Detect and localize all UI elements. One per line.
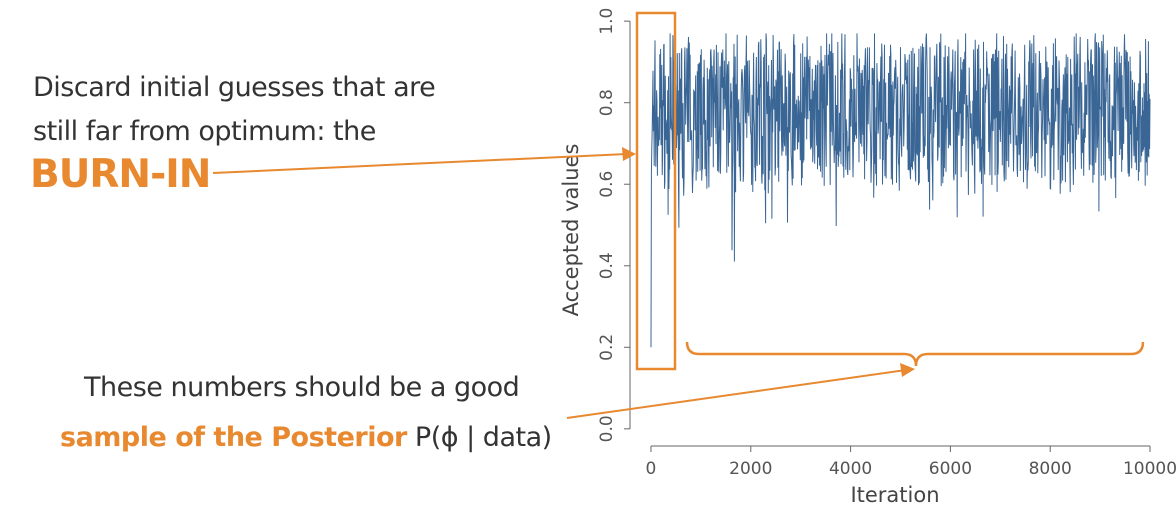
posterior-arrow: [566, 369, 907, 419]
posterior-arrowhead: [900, 363, 915, 377]
x-tick-label: 4000: [829, 459, 872, 479]
y-tick-label: 0.2: [597, 334, 617, 361]
x-tick-label: 10000: [1123, 459, 1176, 479]
posterior-formula: P(ϕ | data): [414, 422, 552, 453]
x-tick-label: 0: [646, 459, 657, 479]
y-tick-label: 0.4: [597, 252, 617, 279]
x-tick-label: 2000: [729, 459, 772, 479]
posterior-brace: [685, 341, 1145, 367]
y-axis: 0.0 0.2 0.4 0.6 0.8 1.0: [597, 8, 631, 442]
y-axis-label: Accepted values: [559, 144, 583, 317]
burn-in-box: [635, 11, 677, 371]
y-tick-label: 0.8: [597, 89, 617, 116]
burn-in-arrow: [212, 153, 628, 174]
x-axis: 0 2000 4000 6000 8000 10000: [646, 445, 1176, 479]
x-axis-label: Iteration: [850, 483, 939, 507]
burn-in-label: BURN-IN: [30, 152, 211, 197]
posterior-text-line1: These numbers should be a good: [84, 372, 520, 403]
burn-in-text-line1: Discard initial guesses that are: [33, 72, 436, 103]
x-tick-label: 8000: [1029, 459, 1072, 479]
burn-in-arrowhead: [622, 147, 636, 161]
x-tick-label: 6000: [929, 459, 972, 479]
burn-in-text-line2: still far from optimum: the: [33, 116, 376, 147]
posterior-highlight: sample of the Posterior: [60, 422, 407, 453]
posterior-text-line2: sample of the Posterior P(ϕ | data): [60, 422, 552, 453]
y-tick-label: 0.0: [597, 415, 617, 442]
y-tick-label: 1.0: [597, 8, 617, 35]
y-tick-label: 0.6: [597, 171, 617, 198]
series-line-trace: [650, 33, 1151, 348]
